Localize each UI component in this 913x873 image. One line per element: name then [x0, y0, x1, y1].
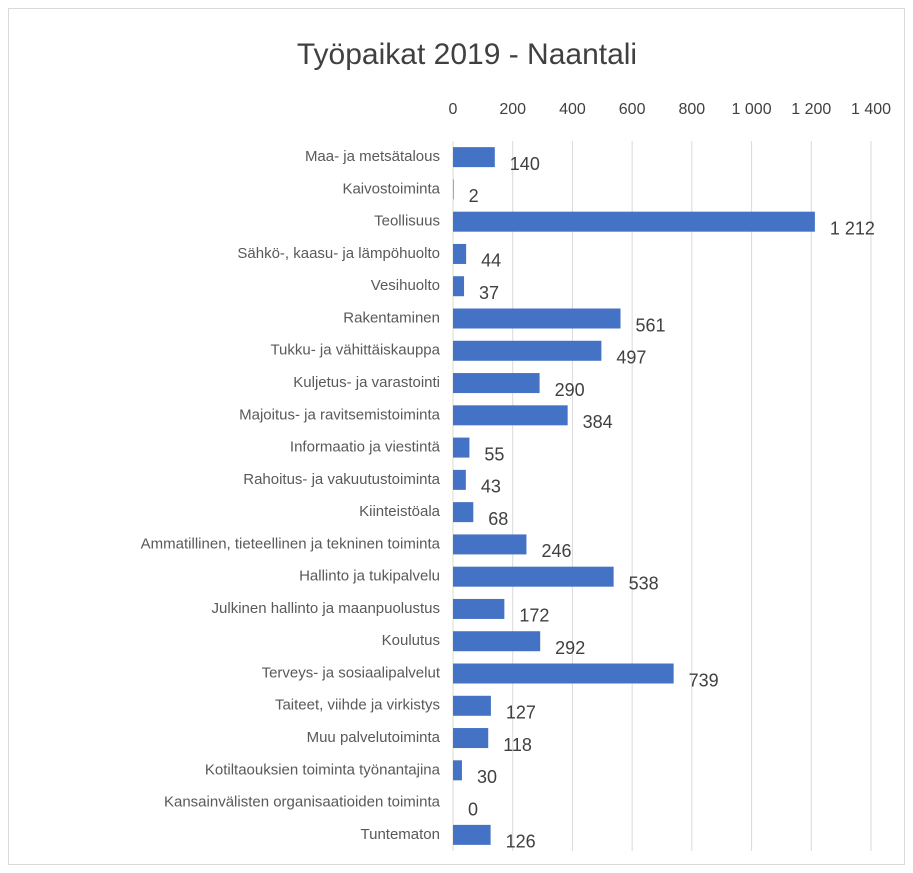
y-tick-label: Koulutus: [382, 632, 440, 649]
data-label: 0: [468, 799, 478, 819]
data-label: 172: [519, 606, 549, 626]
y-tick-label: Kansainvälisten organisaatioiden toimint…: [164, 794, 441, 811]
y-tick-label: Hallinto ja tukipalvelu: [299, 568, 440, 585]
bar: [453, 824, 491, 845]
bar: [453, 211, 815, 232]
x-tick-label: 400: [559, 101, 586, 118]
data-label: 126: [506, 832, 536, 852]
y-tick-label: Tukku- ja vähittäiskauppa: [270, 342, 440, 359]
bar: [453, 469, 466, 490]
y-tick-label: Rakentaminen: [343, 309, 440, 326]
x-tick-label: 1 000: [732, 101, 772, 118]
bar: [453, 147, 495, 168]
data-label: 1 212: [830, 218, 875, 238]
bar: [453, 663, 674, 684]
data-label: 2: [469, 186, 479, 206]
data-label: 384: [583, 412, 613, 432]
y-tick-label: Majoitus- ja ravitsemistoiminta: [239, 406, 441, 423]
bar: [453, 631, 541, 652]
x-tick-label: 200: [499, 101, 526, 118]
bar: [453, 405, 568, 426]
y-tick-label: Teollisuus: [374, 213, 440, 230]
data-label: 68: [488, 509, 508, 529]
y-tick-label: Tuntematon: [361, 826, 441, 843]
data-label: 127: [506, 703, 536, 723]
x-tick-label: 600: [619, 101, 646, 118]
bar: [453, 598, 505, 619]
x-tick-label: 1 200: [791, 101, 831, 118]
data-label: 739: [689, 670, 719, 690]
x-tick-label: 1 400: [851, 101, 891, 118]
x-tick-label: 800: [679, 101, 706, 118]
bar: [453, 502, 474, 523]
bar: [453, 179, 454, 200]
bar: [453, 373, 540, 394]
y-tick-label: Rahoitus- ja vakuutustoiminta: [243, 471, 440, 488]
y-tick-label: Kuljetus- ja varastointi: [293, 374, 440, 391]
bar: [453, 243, 467, 264]
y-tick-label: Kiinteistöala: [359, 503, 441, 520]
data-label: 538: [629, 573, 659, 593]
y-tick-label: Vesihuolto: [371, 277, 440, 294]
bar: [453, 728, 489, 749]
data-label: 246: [541, 541, 571, 561]
data-label: 55: [484, 444, 504, 464]
data-label: 37: [479, 283, 499, 303]
y-tick-label: Maa- ja metsätalous: [305, 148, 440, 165]
bar: [453, 566, 614, 587]
bar: [453, 437, 470, 458]
y-tick-label: Muu palvelutoiminta: [307, 729, 441, 746]
y-tick-label: Ammatillinen, tieteellinen ja tekninen t…: [141, 535, 441, 552]
data-label: 290: [555, 380, 585, 400]
chart-title: Työpaikat 2019 - Naantali: [297, 38, 637, 71]
data-label: 292: [555, 638, 585, 658]
data-label: 30: [477, 767, 497, 787]
bar: [453, 534, 527, 555]
y-tick-label: Terveys- ja sosiaalipalvelut: [262, 664, 441, 681]
y-tick-label: Sähkö-, kaasu- ja lämpöhuolto: [237, 245, 440, 262]
x-tick-label: 0: [449, 101, 458, 118]
bar: [453, 760, 462, 781]
data-label: 140: [510, 154, 540, 174]
bar: [453, 340, 602, 361]
bar: [453, 276, 465, 297]
y-tick-label: Informaatio ja viestintä: [290, 439, 441, 456]
data-label: 44: [481, 251, 501, 271]
y-tick-label: Kaivostoiminta: [342, 180, 440, 197]
y-tick-label: Kotiltaouksien toiminta työnantajina: [205, 761, 441, 778]
y-tick-label: Julkinen hallinto ja maanpuolustus: [212, 600, 440, 617]
data-label: 497: [616, 348, 646, 368]
data-label: 561: [635, 315, 665, 335]
bar: [453, 308, 621, 329]
data-label: 118: [503, 735, 532, 755]
data-label: 43: [481, 477, 501, 497]
y-tick-label: Taiteet, viihde ja virkistys: [275, 697, 440, 714]
bar: [453, 695, 491, 716]
